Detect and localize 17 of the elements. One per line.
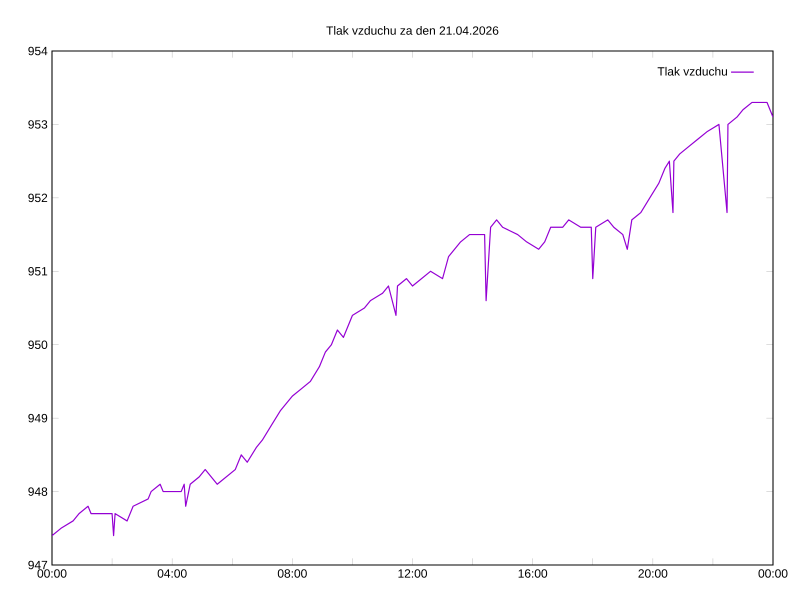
- x-tick-label: 00:00: [758, 569, 788, 578]
- x-tick-label: 20:00: [638, 569, 668, 578]
- chart-title: Tlak vzduchu za den 21.04.2026: [326, 26, 498, 35]
- x-tick-label: 00:00: [38, 569, 66, 578]
- x-tick-label: 04:00: [158, 569, 187, 578]
- y-tick-label: 951: [28, 267, 48, 276]
- x-tick-label: 08:00: [278, 569, 307, 578]
- x-tick-label: 12:00: [398, 569, 427, 578]
- x-tick-label: 16:00: [518, 569, 548, 578]
- y-tick-label: 952: [28, 194, 48, 202]
- y-tick-label: 949: [28, 414, 48, 422]
- y-tick-label: 954: [28, 46, 48, 56]
- y-tick-label: 948: [28, 487, 48, 496]
- y-tick-label: 947: [28, 560, 48, 570]
- y-tick-label: 953: [28, 120, 48, 129]
- y-tick-label: 950: [28, 340, 48, 349]
- legend-label: Tlak vzduchu: [658, 66, 727, 76]
